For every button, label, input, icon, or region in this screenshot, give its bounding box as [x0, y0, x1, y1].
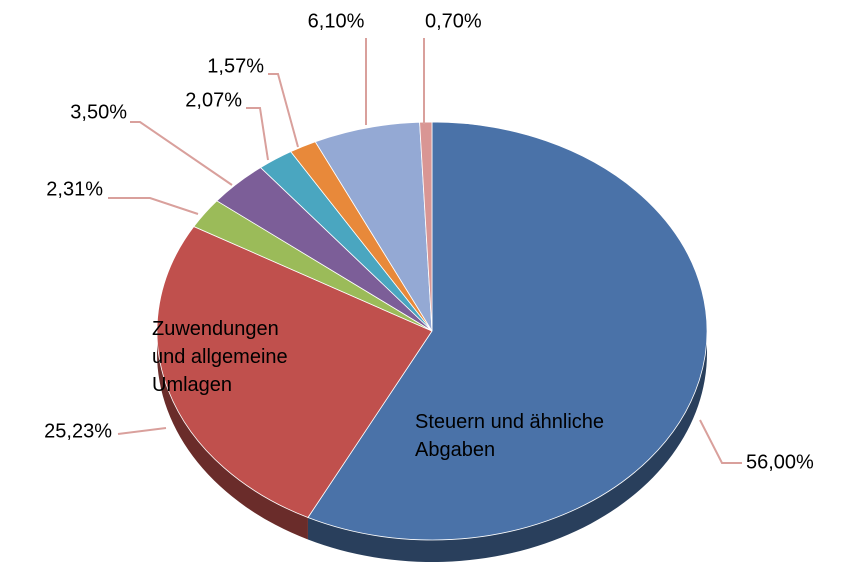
leader-line — [268, 73, 299, 148]
slice — [156, 226, 433, 519]
slice — [419, 121, 433, 332]
slice-side — [307, 331, 707, 562]
data-label: 2,31% — [46, 178, 103, 200]
data-label: 3,50% — [70, 101, 127, 123]
data-label: 1,57% — [207, 55, 264, 77]
leader-line — [117, 427, 167, 435]
category-label: Steuern und ähnliche Abgaben — [415, 411, 605, 461]
data-label: 6,10% — [308, 10, 365, 32]
data-label: 2,07% — [185, 89, 242, 111]
leader-line — [130, 121, 233, 186]
leader-line — [108, 197, 199, 215]
slice — [307, 121, 708, 541]
leader-line — [246, 107, 269, 161]
data-label: 56,00% — [746, 451, 814, 473]
data-label: 0,70% — [425, 10, 482, 32]
data-label: 25,23% — [44, 420, 112, 442]
slice-side — [156, 331, 308, 540]
category-label: Zuwendungen und allgemeine Umlagen — [152, 318, 288, 396]
leader-line — [699, 419, 742, 464]
